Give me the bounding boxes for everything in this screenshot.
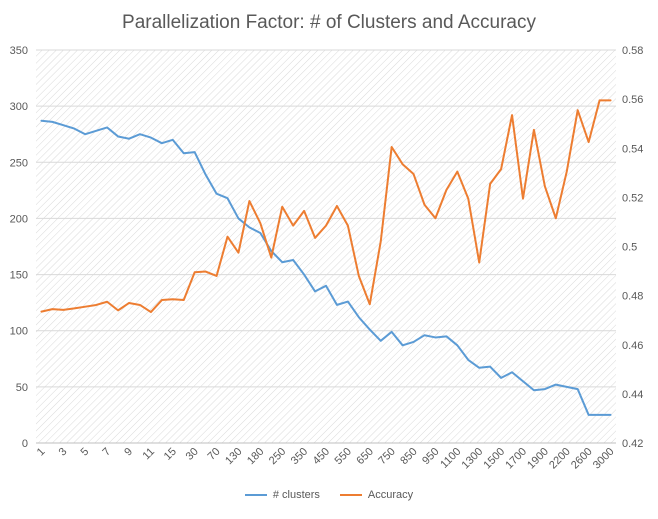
x-tick-label: 5: [79, 446, 92, 459]
x-tick-label: 1500: [481, 446, 507, 472]
x-tick-label: 1: [35, 446, 48, 459]
x-tick-label: 9: [122, 446, 135, 459]
x-tick-label: 550: [333, 446, 354, 467]
left-axis-ticks: 0 50 100 150 200 250 300 350: [10, 45, 28, 450]
legend-label-accuracy: Accuracy: [367, 489, 414, 501]
right-tick-label: 0.52: [622, 192, 643, 204]
right-tick-label: 0.58: [622, 45, 643, 57]
left-tick-label: 100: [10, 326, 28, 338]
legend-label-clusters: # clusters: [272, 489, 320, 501]
x-axis-ticks: 1 3 5 7 9 11 15 30 70 130 180 250 350 450 550 650 750 850…: [35, 446, 617, 472]
series-line-accuracy: [40, 99, 612, 314]
right-tick-label: 0.56: [622, 94, 643, 106]
left-tick-label: 50: [16, 382, 28, 394]
x-tick-label: 450: [311, 446, 332, 467]
x-tick-label: 70: [206, 446, 223, 463]
legend: # clusters Accuracy: [0, 489, 658, 501]
series-layer: [40, 99, 612, 416]
x-tick-label: 11: [140, 446, 157, 463]
legend-item-clusters: # clusters: [244, 489, 320, 501]
left-tick-label: 250: [10, 157, 28, 169]
right-tick-label: 0.48: [622, 291, 643, 303]
x-tick-label: 30: [184, 446, 201, 463]
right-tick-label: 0.42: [622, 438, 643, 450]
x-tick-label: 15: [162, 446, 179, 463]
x-tick-label: 950: [420, 446, 441, 467]
right-tick-label: 0.54: [622, 143, 643, 155]
left-tick-label: 150: [10, 270, 28, 282]
legend-swatch-accuracy: [339, 494, 362, 496]
right-tick-label: 0.46: [622, 340, 643, 352]
x-tick-label: 2200: [547, 446, 573, 472]
x-tick-label: 650: [354, 446, 375, 467]
x-tick-label: 350: [289, 446, 310, 467]
x-tick-label: 1300: [460, 446, 486, 472]
x-tick-label: 1700: [503, 446, 529, 472]
left-tick-label: 300: [10, 101, 28, 113]
gridlines: [36, 49, 616, 388]
left-tick-label: 0: [22, 438, 28, 450]
left-tick-label: 200: [10, 213, 28, 225]
x-tick-label: 750: [376, 446, 397, 467]
x-tick-label: 1900: [525, 446, 551, 472]
x-tick-label: 3: [57, 446, 70, 459]
legend-item-accuracy: Accuracy: [339, 489, 414, 501]
chart-title: Parallelization Factor: # of Clusters an…: [122, 12, 536, 33]
left-tick-label: 350: [10, 45, 28, 57]
x-tick-label: 850: [398, 446, 419, 467]
right-tick-label: 0.44: [622, 389, 643, 401]
series-line-clusters: [40, 119, 612, 416]
x-tick-label: 250: [267, 446, 288, 467]
x-tick-label: 7: [100, 446, 113, 459]
x-tick-label: 3000: [591, 446, 617, 472]
legend-swatch-clusters: [244, 494, 267, 496]
right-tick-label: 0.5: [622, 242, 637, 254]
plot-background: [36, 50, 616, 443]
x-tick-label: 130: [223, 446, 244, 467]
x-tick-label: 180: [245, 446, 266, 467]
x-tick-label: 1100: [438, 446, 463, 471]
x-tick-label: 2600: [569, 446, 595, 472]
right-axis-ticks: 0.42 0.44 0.46 0.48 0.5 0.52 0.54 0.56 0.58: [622, 45, 643, 450]
